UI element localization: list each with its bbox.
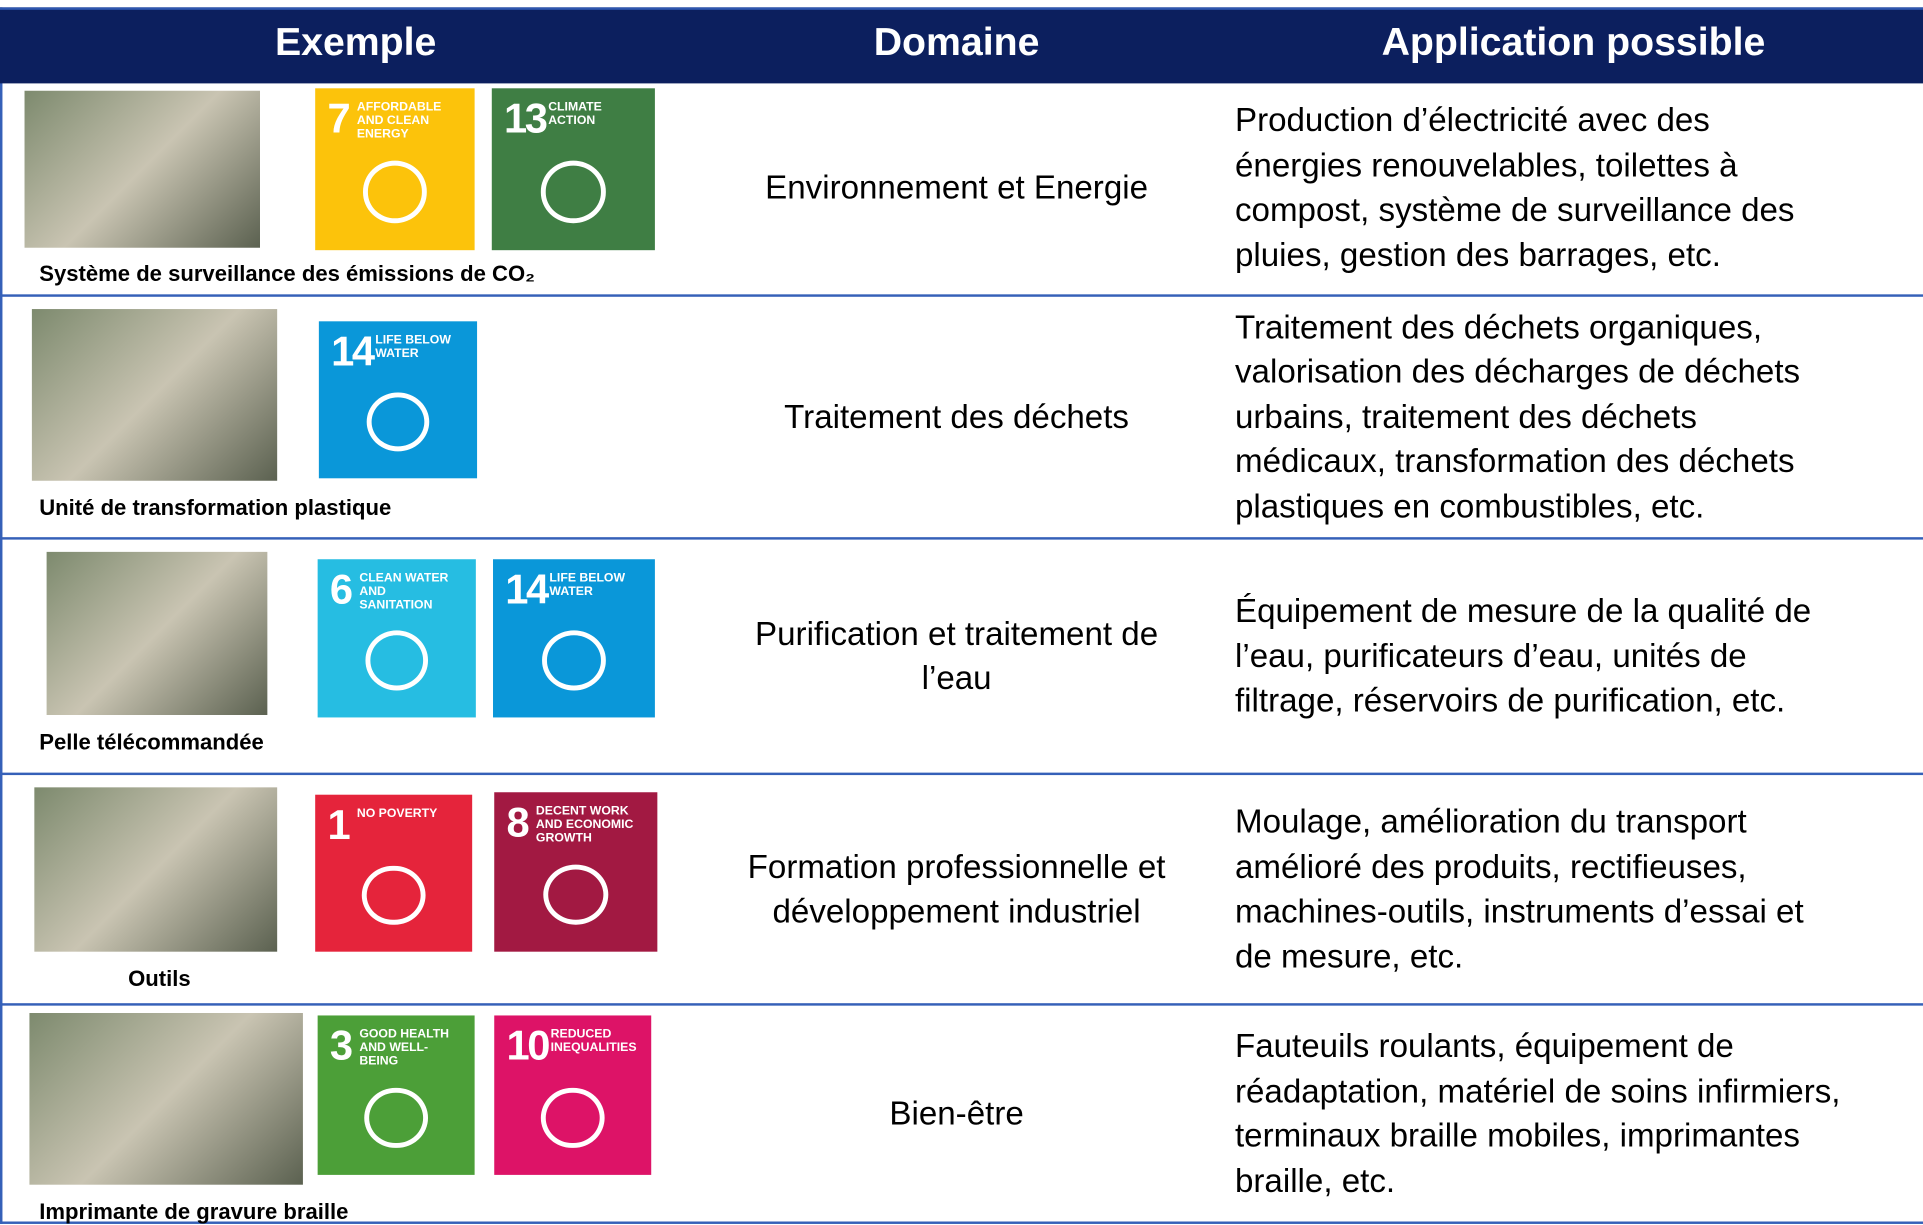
sdg-symbol [364,1087,428,1148]
application-line: terminaux braille mobiles, imprimantes [1234,1117,1800,1155]
application-line: braille, etc. [1234,1162,1396,1199]
application-line: plastiques en combustibles, etc. [1234,487,1705,525]
domain-line: développement industriel [772,892,1141,930]
row-divider [0,775,1923,1006]
sdg-label: CLEAN WATER AND SANITATION [359,571,449,612]
sdg-number: 13 [504,95,548,143]
sdg-icon: 14 LIFE BELOW WATER [318,321,478,479]
example-photo [31,309,278,481]
application-line: urbains, traitement des déchets [1234,398,1697,436]
application-text: Moulage, amélioration du transport amélio… [1235,800,1804,979]
sdg-symbol [362,865,426,925]
column-header: Domaine [873,19,1040,64]
sdg-symbol [543,863,609,925]
sdg-label: GOOD HEALTH AND WELL-BEING [359,1027,450,1069]
sdg-icon: 3 GOOD HEALTH AND WELL-BEING [317,1015,475,1175]
domain-text: Purification et traitement de l’eau [687,611,1227,701]
column-header: Application possible [1381,19,1766,64]
application-line: de mesure, etc. [1234,937,1464,975]
domain-text: Traitement des déchets [687,395,1227,440]
table-border [0,7,3,1224]
domain-text: Environnement et Energie [687,165,1227,210]
application-line: l’eau, purificateurs d’eau, unités de [1234,637,1747,675]
sdg-symbol [363,161,427,223]
row-divider [0,297,1923,540]
application-line: Fauteuils roulants, équipement de [1234,1027,1734,1065]
domain-text: Formation professionnelle et développemen… [687,844,1227,934]
sdg-icon: 13 CLIMATE ACTION [491,88,655,251]
sdg-number: 10 [506,1022,551,1070]
sdg-number: 7 [327,95,350,143]
example-photo [46,551,268,715]
application-line: amélioré des produits, rectifieuses, [1234,848,1747,885]
sdg-label: REDUCED INEQUALITIES [550,1027,637,1055]
sdg-icon: 14 LIFE BELOW WATER [493,559,655,718]
sdg-symbol [366,391,430,452]
sdg-icon: 1 NO POVERTY [315,794,473,952]
application-line: énergies renouvelables, toilettes à [1234,146,1738,184]
application-line: pluies, gestion des barrages, etc. [1234,236,1721,273]
domain-line: Bien-être [889,1094,1024,1132]
sdg-icon: 7 AFFORDABLE AND CLEAN ENERGY [315,88,475,251]
sdg-number: 14 [505,566,549,614]
sdg-label: LIFE BELOW WATER [549,571,626,599]
domain-line: Traitement des déchets [784,398,1129,436]
row-divider [0,1006,1923,1224]
example-caption: Imprimante de gravure braille [39,1199,349,1224]
sdg-symbol [365,630,429,691]
example-photo [34,787,278,952]
sdg-icon: 6 CLEAN WATER AND SANITATION [317,559,476,718]
sdg-number: 8 [506,799,530,847]
application-line: machines-outils, instruments d’essai et [1234,892,1804,930]
sdg-number: 6 [329,566,353,614]
header-bar [0,7,1923,84]
domain-line: Purification et traitement de [755,615,1159,652]
application-line: filtrage, réservoirs de purification, et… [1234,682,1786,719]
application-line: réadaptation, matériel de soins infirmie… [1234,1072,1841,1110]
sdg-symbol [541,630,607,691]
sdg-number: 3 [329,1022,353,1070]
row-divider [0,81,1923,297]
application-line: Équipement de mesure de la qualité de [1234,592,1812,630]
domain-line: Formation professionnelle et [747,848,1166,885]
example-caption: Unité de transformation plastique [39,495,392,520]
application-line: médicaux, transformation des déchets [1234,443,1795,480]
row-divider [0,540,1923,776]
domain-text: Bien-être [687,1091,1227,1136]
application-line: valorisation des décharges de déchets [1234,353,1801,391]
application-text: Traitement des déchets organiques, valori… [1235,305,1800,529]
example-photo [29,1013,303,1185]
sdg-label: CLIMATE ACTION [548,100,602,128]
application-line: Moulage, amélioration du transport [1234,803,1747,841]
domain-line: l’eau [921,659,992,697]
application-text: Production d’électricité avec des énergie… [1235,98,1795,277]
sdg-number: 14 [331,328,375,376]
sdg-label: AFFORDABLE AND CLEAN ENERGY [356,100,442,142]
sdg-icon: 8 DECENT WORK AND ECONOMIC GROWTH [494,792,658,952]
sdg-label: LIFE BELOW WATER [375,333,451,361]
sdg-number: 1 [327,802,350,849]
sdg-symbol [541,1087,605,1148]
sdg-label: NO POVERTY [356,806,438,821]
application-line: Traitement des déchets organiques, [1234,308,1763,346]
application-text: Fauteuils roulants, équipement de réadapt… [1235,1024,1841,1203]
sdg-icon: 10 REDUCED INEQUALITIES [494,1015,652,1175]
example-caption: Système de surveillance des émissions de… [39,261,535,286]
domain-line: Environnement et Energie [765,168,1149,206]
example-caption: Outils [128,966,191,991]
application-line: compost, système de surveillance des [1234,191,1795,229]
application-text: Équipement de mesure de la qualité de l’e… [1235,589,1811,723]
example-photo [24,90,260,248]
sdg-symbol [540,161,606,223]
sdg-label: DECENT WORK AND ECONOMIC GROWTH [535,804,634,845]
example-caption: Pelle télécommandée [39,729,264,755]
application-line: Production d’électricité avec des [1234,101,1710,139]
column-header: Exemple [274,19,437,64]
